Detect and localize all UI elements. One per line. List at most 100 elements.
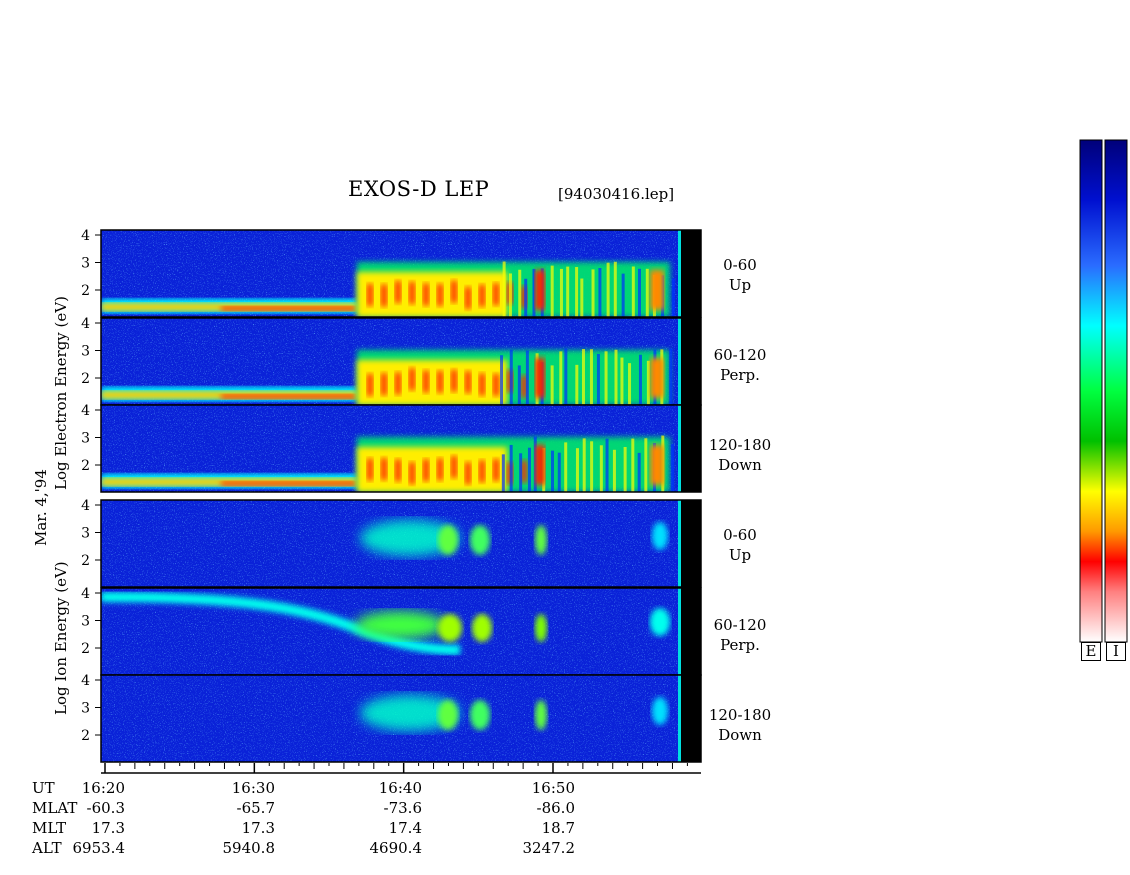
striation bbox=[605, 438, 609, 492]
flux-burst bbox=[465, 462, 471, 485]
flux-burst bbox=[535, 445, 545, 485]
flux-burst bbox=[451, 455, 457, 478]
y-tick-label: 3 bbox=[81, 431, 90, 447]
striation bbox=[524, 278, 528, 317]
striation bbox=[532, 268, 536, 317]
ion-blob bbox=[355, 611, 445, 639]
data-gap bbox=[680, 318, 701, 405]
ion-blob bbox=[360, 695, 460, 731]
flux-burst bbox=[395, 280, 401, 303]
y-tick-label: 4 bbox=[81, 673, 90, 689]
ion-blob bbox=[360, 520, 460, 556]
flux-burst bbox=[367, 458, 373, 481]
band-core bbox=[221, 306, 357, 311]
ion-blob bbox=[535, 700, 547, 730]
flux-burst bbox=[479, 460, 485, 483]
orbit-cell: -86.0 bbox=[536, 799, 575, 817]
striation bbox=[621, 273, 625, 317]
striation bbox=[575, 364, 579, 405]
data-edge bbox=[678, 675, 681, 762]
y-tick-label: 3 bbox=[81, 701, 90, 717]
orbit-cell: 4690.4 bbox=[369, 839, 423, 857]
y-tick-label: 4 bbox=[81, 586, 90, 602]
striation bbox=[559, 268, 563, 317]
flux-burst bbox=[479, 373, 485, 396]
striation bbox=[517, 365, 521, 405]
y-tick-label: 3 bbox=[81, 614, 90, 630]
striation bbox=[575, 267, 579, 317]
spectrogram-panel-1: 4 3 2 bbox=[81, 228, 702, 318]
data-gap bbox=[680, 500, 701, 587]
panel-frame bbox=[100, 499, 702, 588]
ion-blob bbox=[470, 700, 490, 730]
striation bbox=[623, 446, 627, 492]
striation bbox=[604, 351, 608, 405]
spectrogram-panel-5: 4 3 2 bbox=[81, 586, 702, 676]
colorbar-electron bbox=[1079, 139, 1103, 643]
panel-frame bbox=[100, 404, 702, 493]
striation bbox=[500, 355, 504, 405]
panel-label-i-down: 120-180 Down bbox=[708, 706, 772, 744]
data-gap bbox=[680, 588, 701, 675]
striation bbox=[669, 348, 673, 405]
ion-blob bbox=[535, 614, 547, 642]
striation bbox=[646, 360, 650, 405]
dispersion-arc bbox=[101, 592, 461, 655]
orbit-cell: 17.3 bbox=[241, 819, 275, 837]
flux-burst bbox=[650, 270, 664, 310]
ion-blob bbox=[438, 700, 458, 730]
y-tick-label: 2 bbox=[81, 371, 90, 387]
orbit-row-name: MLT bbox=[32, 819, 67, 837]
band-core bbox=[221, 394, 357, 399]
striation bbox=[501, 454, 505, 492]
colorbar-label-e: E bbox=[1081, 642, 1101, 661]
ion-blob bbox=[535, 525, 547, 555]
striation bbox=[631, 266, 635, 317]
striation bbox=[590, 441, 594, 492]
striation bbox=[591, 269, 595, 317]
striation bbox=[612, 449, 616, 492]
flux-burst bbox=[650, 445, 664, 485]
orbit-cell: 17.3 bbox=[91, 819, 125, 837]
orbit-cell: 16:40 bbox=[378, 779, 422, 797]
striation bbox=[525, 350, 529, 405]
flux-burst bbox=[521, 375, 527, 398]
flux-burst bbox=[451, 280, 457, 303]
panel-label-e-down: 120-180 Down bbox=[708, 436, 772, 474]
orbit-cell: 17.4 bbox=[388, 819, 422, 837]
flux-burst bbox=[423, 459, 429, 482]
flux-burst bbox=[423, 283, 429, 306]
flux-burst bbox=[367, 283, 373, 306]
striation bbox=[596, 353, 600, 405]
striation bbox=[550, 265, 554, 317]
striation bbox=[575, 448, 579, 492]
y-tick-label: 4 bbox=[81, 316, 90, 332]
band-core bbox=[221, 481, 357, 486]
ion-blob bbox=[470, 525, 490, 555]
y-tick-label: 4 bbox=[81, 403, 90, 419]
y-tick-label: 4 bbox=[81, 228, 90, 244]
ion-blob bbox=[652, 522, 668, 550]
striation bbox=[631, 438, 635, 492]
flux-burst bbox=[395, 372, 401, 395]
data-edge bbox=[678, 318, 681, 405]
striation bbox=[628, 363, 632, 405]
striation bbox=[620, 357, 624, 405]
striation bbox=[599, 445, 603, 492]
y-tick-label: 2 bbox=[81, 641, 90, 657]
y-tick-label: 3 bbox=[81, 256, 90, 272]
electron-y-axis-label: Log Electron Energy (eV) bbox=[52, 296, 70, 490]
striation bbox=[564, 442, 568, 492]
y-tick-label: 2 bbox=[81, 553, 90, 569]
spectrogram-panel-4: 4 3 2 bbox=[81, 498, 702, 588]
orbit-cell: 6953.4 bbox=[72, 839, 126, 857]
data-gap bbox=[680, 675, 701, 762]
flux-burst bbox=[381, 458, 387, 481]
flux-burst bbox=[367, 373, 373, 396]
flux-burst bbox=[479, 284, 485, 307]
striation bbox=[509, 349, 513, 405]
flux-burst bbox=[437, 370, 443, 393]
flux-burst bbox=[493, 458, 499, 481]
data-edge bbox=[678, 588, 681, 675]
